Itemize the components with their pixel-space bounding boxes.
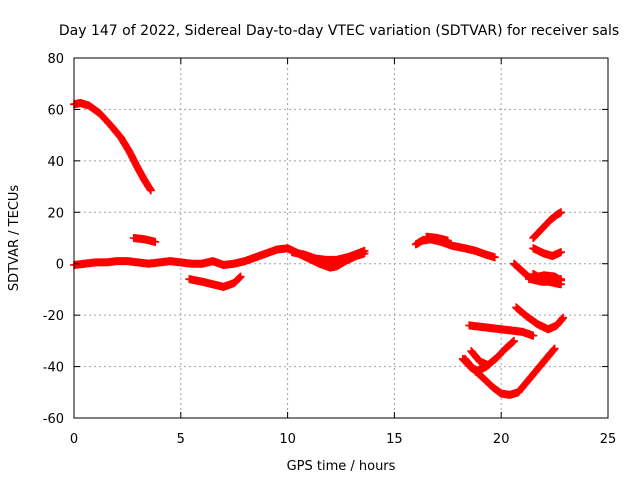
y-tick-label: 80 [47, 52, 64, 67]
y-tick-label: 0 [56, 258, 64, 273]
y-tick-label: -60 [43, 412, 64, 427]
x-tick-label: 15 [386, 432, 403, 447]
y-axis-label: SDTVAR / TECUs [7, 185, 22, 292]
y-tick-label: -40 [43, 361, 64, 376]
series-s5 [287, 246, 369, 264]
plot-frame [73, 57, 609, 419]
y-tick-label: 40 [47, 155, 64, 170]
x-tick-label: 5 [177, 432, 185, 447]
series-s11 [529, 208, 565, 242]
x-axis-label: GPS time / hours [287, 459, 396, 474]
data-marks [70, 99, 568, 399]
series-s10 [525, 271, 565, 285]
series-s12 [529, 244, 565, 260]
x-tick-label: 10 [279, 432, 296, 447]
series-s14 [512, 303, 568, 334]
series-s7 [422, 232, 452, 245]
series-s3 [129, 234, 160, 246]
y-tick-label: -20 [43, 309, 64, 324]
x-tick-label: 25 [600, 432, 617, 447]
series-s6 [411, 235, 499, 262]
chart-title: Day 147 of 2022, Sidereal Day-to-day VTE… [59, 23, 619, 39]
y-tick-label: 60 [47, 103, 64, 118]
series-s4 [185, 272, 245, 291]
series-s1 [70, 99, 155, 195]
x-tick-label: 0 [70, 432, 78, 447]
axis-ticks: 0 5 10 15 20 25 -60 -40 -20 0 20 40 60 80 [43, 52, 617, 447]
x-tick-label: 20 [493, 432, 510, 447]
y-tick-label: 20 [47, 206, 64, 221]
series-s13 [465, 321, 538, 340]
series-s18 [471, 336, 518, 376]
